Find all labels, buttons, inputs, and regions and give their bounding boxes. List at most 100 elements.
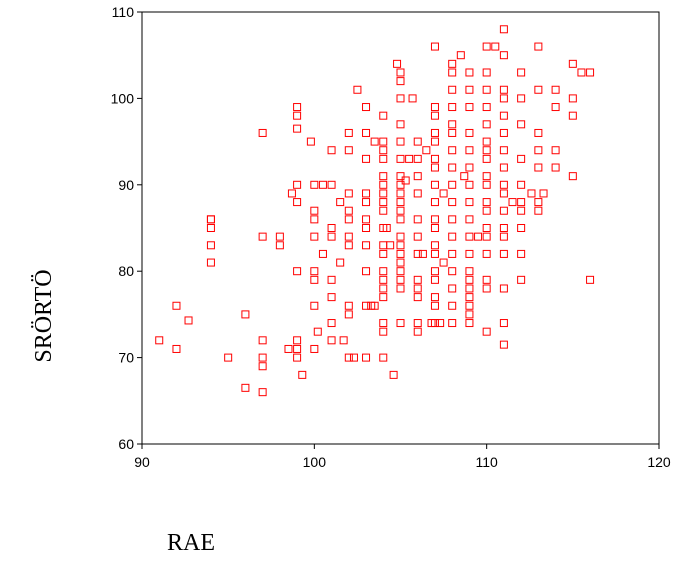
data-point [430,128,439,137]
data-point [396,137,405,146]
data-point [206,215,215,224]
data-point [413,137,422,146]
data-point [418,249,427,258]
data-point [534,85,543,94]
data-point [482,154,491,163]
data-point [382,224,391,232]
data-point [430,111,439,120]
data-point [413,215,422,224]
y-tick-label: 100 [111,90,135,106]
data-point [430,249,439,258]
data-point [327,180,336,189]
data-point [465,146,474,155]
data-point [306,137,315,146]
data-point [344,206,353,215]
data-point [344,301,353,310]
data-point [379,319,388,328]
data-point [577,68,586,77]
y-tick-label: 60 [118,436,134,452]
data-point [293,103,302,112]
data-point [534,128,543,137]
data-point [413,189,422,198]
data-point [408,94,417,103]
x-tick-label: 110 [476,454,499,470]
data-point [465,215,474,224]
data-point [258,362,267,371]
data-point [310,301,319,310]
data-point [465,249,474,258]
data-point [396,198,405,207]
data-point [379,137,388,146]
y-tick-label: 110 [112,4,135,20]
data-point [241,383,250,392]
data-point [499,85,508,94]
data-point [379,284,388,293]
data-point [396,258,405,267]
data-point [396,154,405,163]
data-point [339,336,348,345]
data-point [430,293,439,302]
data-point [482,224,491,232]
data-point [172,301,181,310]
data-point [284,344,293,353]
data-point [258,232,267,241]
data-point [293,111,302,120]
data-point [448,68,457,77]
data-point [482,249,491,258]
data-point [396,77,405,86]
data-point [379,206,388,215]
data-point [396,172,405,181]
data-point [396,215,405,224]
data-point [396,241,405,250]
data-point [362,189,371,198]
data-point [349,353,358,362]
data-point [465,163,474,172]
data-point [448,103,457,112]
data-point [448,128,457,137]
data-point [396,319,405,328]
data-point [327,275,336,284]
data-point [310,275,319,284]
data-point [413,284,422,293]
data-point [499,180,508,189]
data-point [362,353,371,362]
data-point [310,206,319,215]
y-tick-label: 80 [118,263,134,279]
data-point [379,241,388,250]
y-axis-title: SRÖRTÖ [31,269,57,362]
data-point [396,189,405,198]
data-point [499,340,508,349]
data-point [396,206,405,215]
data-point [293,180,302,189]
data-point [293,353,302,362]
data-point [482,275,491,284]
data-point [465,103,474,112]
data-point [534,163,543,172]
data-point [362,103,371,112]
data-point [482,120,491,129]
x-axis-title: RAE [167,530,215,556]
data-point [413,172,422,181]
data-point [465,85,474,94]
data-point [206,224,215,232]
data-point [482,103,491,112]
data-point [568,111,577,120]
data-point [396,94,405,103]
data-point [539,189,548,198]
data-point [551,163,560,172]
data-point [465,301,474,310]
data-point [448,301,457,310]
x-tick-label: 120 [647,454,671,470]
data-point [551,85,560,94]
data-point [482,284,491,293]
data-point [551,103,560,112]
data-point [386,241,395,250]
data-point [379,275,388,284]
data-point [551,146,560,155]
data-point [482,68,491,77]
data-point [379,180,388,189]
data-point [568,94,577,103]
data-point [586,275,595,284]
data-point [448,198,457,207]
data-point [448,120,457,129]
